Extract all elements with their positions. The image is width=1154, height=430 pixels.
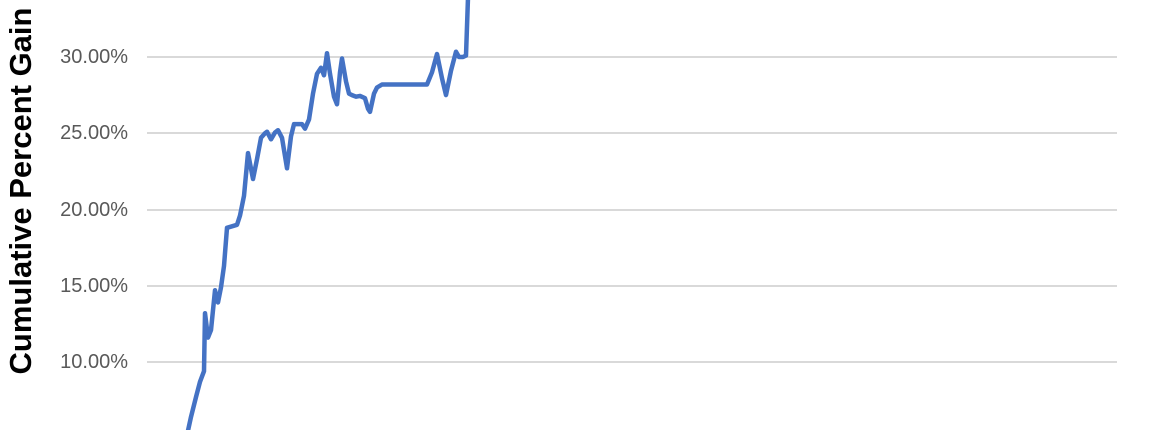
y-tick-label-15: 15.00% bbox=[60, 275, 128, 297]
gridline-15pct bbox=[147, 285, 1117, 287]
gridline-20pct bbox=[147, 209, 1117, 211]
gridline-10pct bbox=[147, 361, 1117, 363]
gridline-30pct bbox=[147, 56, 1117, 58]
y-tick-label-30: 30.00% bbox=[60, 46, 128, 68]
y-tick-label-10: 10.00% bbox=[60, 351, 128, 373]
gridline-25pct bbox=[147, 132, 1117, 134]
y-tick-label-25: 25.00% bbox=[60, 122, 128, 144]
y-tick-label-20: 20.00% bbox=[60, 199, 128, 221]
line-series bbox=[185, 0, 471, 430]
